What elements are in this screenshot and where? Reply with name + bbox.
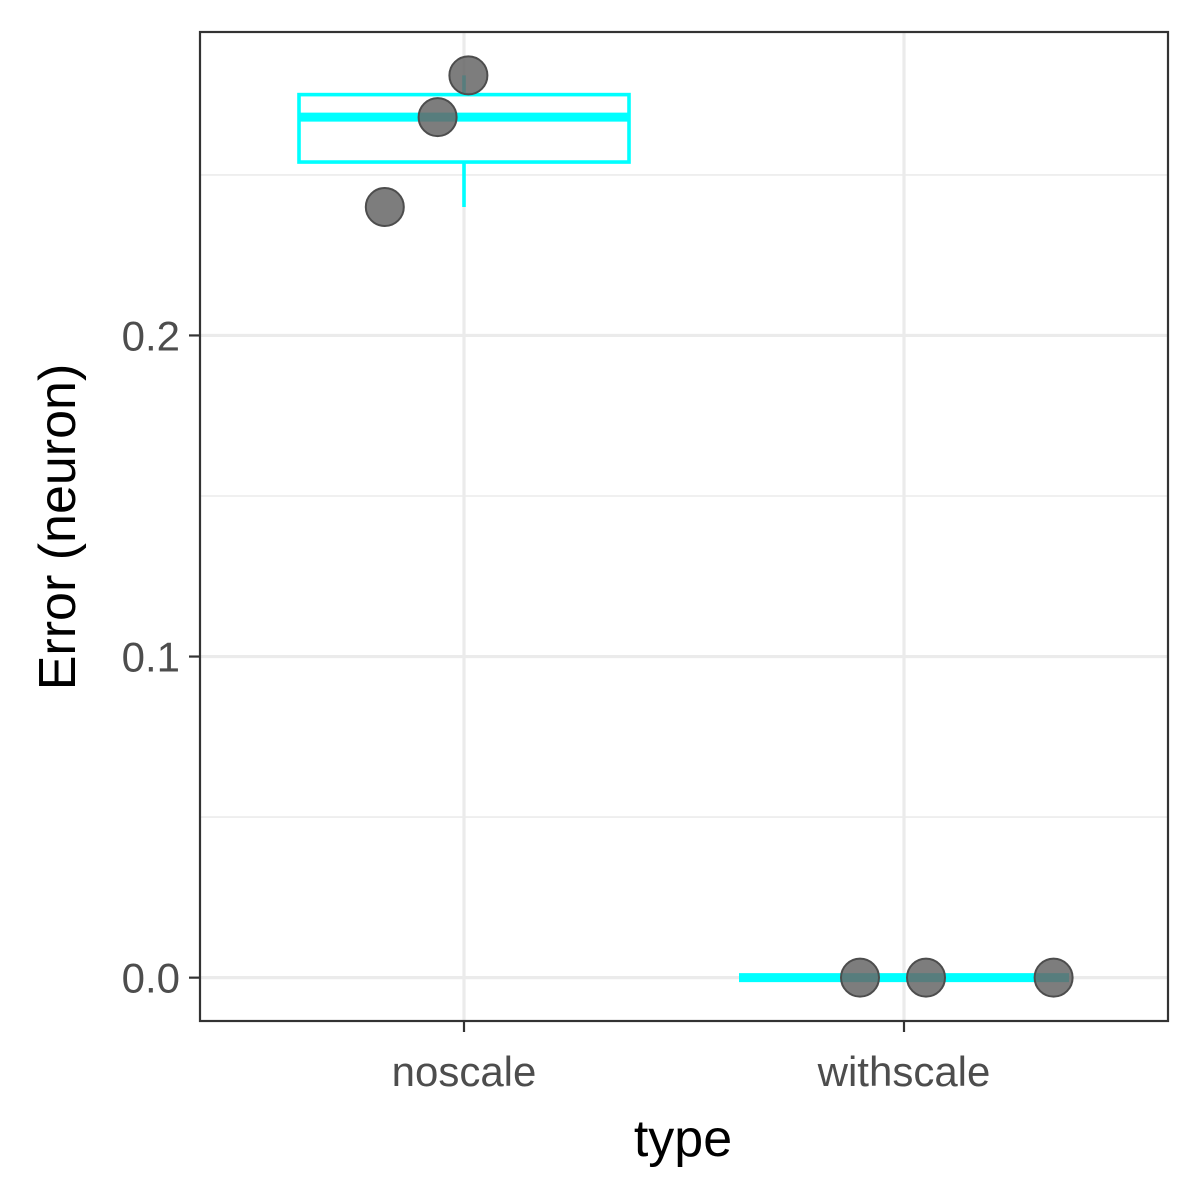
data-point-noscale bbox=[417, 97, 458, 138]
y-tick-label: 0.0 bbox=[122, 955, 180, 1002]
y-axis-title: Error (neuron) bbox=[29, 364, 87, 691]
axes: 0.0 0.1 0.2 noscale withscale bbox=[122, 312, 991, 1095]
data-point-noscale bbox=[448, 55, 489, 96]
data-points bbox=[364, 55, 1074, 998]
data-point-withscale bbox=[906, 957, 946, 998]
y-tick-label: 0.1 bbox=[122, 634, 180, 681]
x-tick-label-noscale: noscale bbox=[392, 1048, 537, 1095]
grid-lines bbox=[200, 32, 1168, 1021]
panel-border bbox=[198, 30, 1170, 1023]
box-noscale bbox=[297, 75, 631, 208]
x-tick-label-withscale: withscale bbox=[817, 1048, 991, 1095]
data-point-withscale bbox=[840, 957, 880, 998]
data-point-noscale bbox=[364, 187, 405, 228]
data-point-withscale bbox=[1033, 957, 1074, 998]
x-axis-title: type bbox=[634, 1110, 732, 1168]
boxes bbox=[297, 75, 1069, 983]
box-iqr bbox=[297, 92, 631, 164]
y-tick-label: 0.2 bbox=[122, 312, 180, 359]
